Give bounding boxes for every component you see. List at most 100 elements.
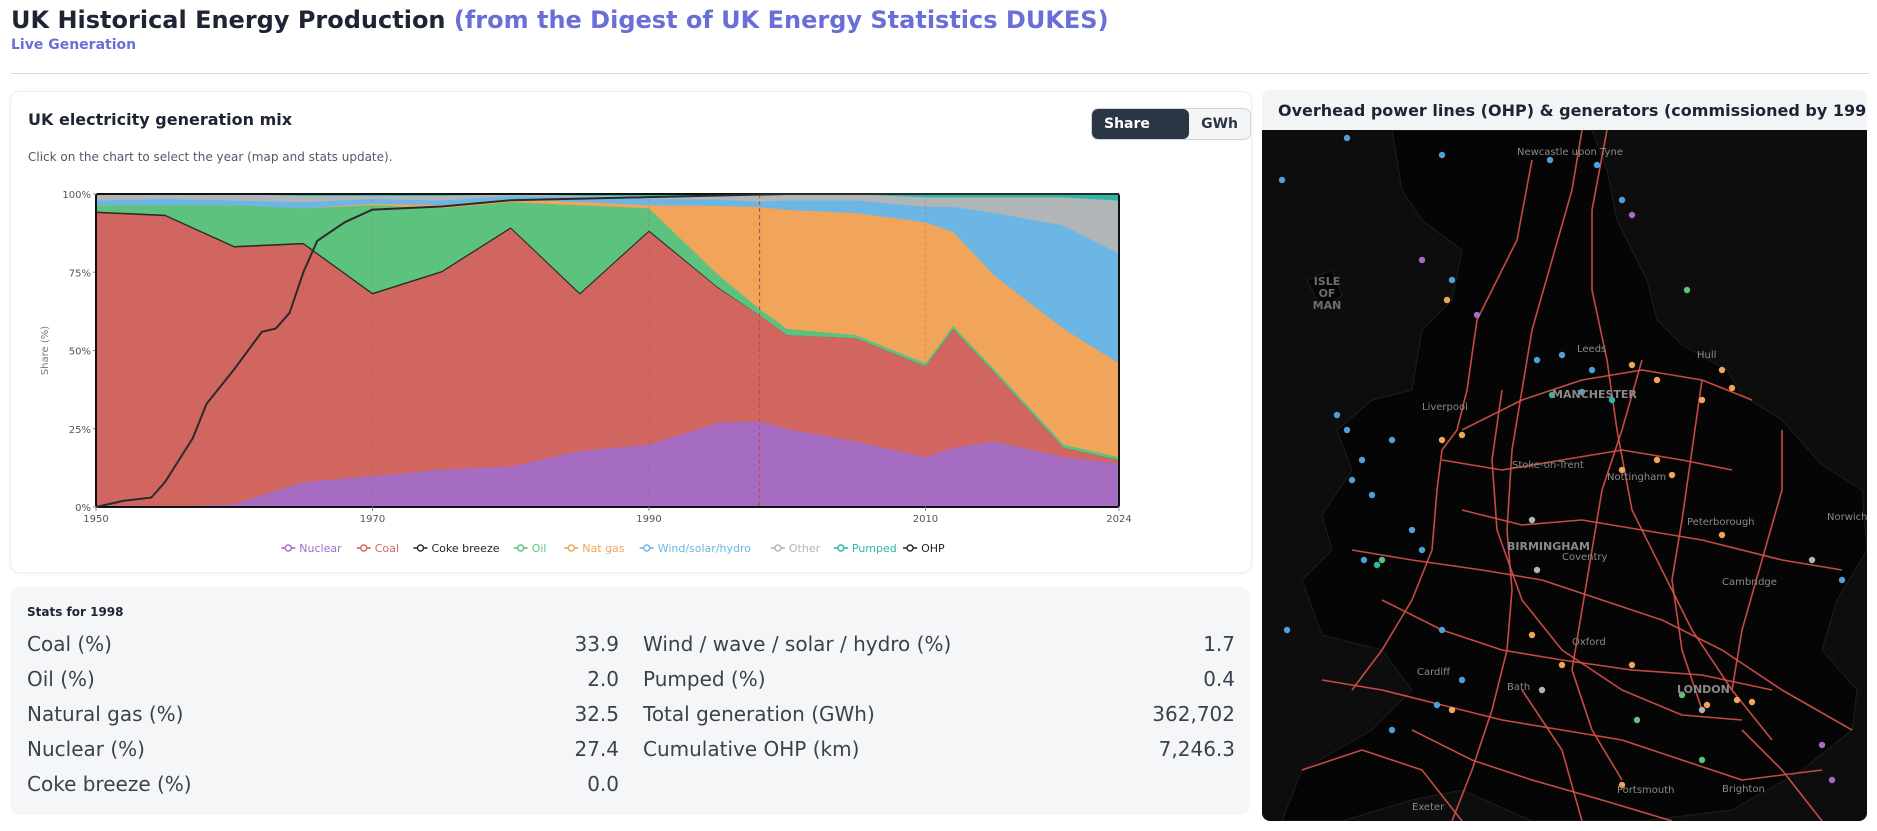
generator-marker[interactable] [1368,491,1376,499]
power-line [1521,689,1583,821]
generator-marker[interactable] [1808,556,1816,564]
generator-marker[interactable] [1678,691,1686,699]
stats-title: Stats for 1998 [27,605,124,619]
x-tick-label: 1950 [83,514,108,525]
legend-item[interactable]: Nuclear [281,542,342,555]
map-title: Overhead power lines (OHP) & generators … [1278,101,1867,120]
generator-marker[interactable] [1360,556,1368,564]
generator-marker[interactable] [1628,361,1636,369]
generator-marker[interactable] [1443,296,1451,304]
generator-marker[interactable] [1448,706,1456,714]
legend-item[interactable]: Coal [356,542,399,555]
map-label: Peterborough [1687,517,1755,528]
legend-item[interactable]: Other [770,542,821,555]
generator-marker[interactable] [1838,576,1846,584]
generator-marker[interactable] [1418,546,1426,554]
generator-marker[interactable] [1458,676,1466,684]
legend-item[interactable]: Oil [513,542,547,555]
generator-marker[interactable] [1343,426,1351,434]
generator-marker[interactable] [1748,698,1756,706]
generator-marker[interactable] [1358,456,1366,464]
stat-label: Pumped (%) [643,667,766,691]
generator-marker[interactable] [1588,366,1596,374]
generator-marker[interactable] [1728,384,1736,392]
generator-marker[interactable] [1593,161,1601,169]
power-line [1461,509,1843,571]
legend-item[interactable]: Nat gas [564,542,625,555]
generator-marker[interactable] [1348,476,1356,484]
generator-marker[interactable] [1473,311,1481,319]
plot-frame [95,193,1120,508]
generator-marker[interactable] [1448,276,1456,284]
generator-marker[interactable] [1438,436,1446,444]
generator-marker[interactable] [1343,134,1351,142]
page-title: UK Historical Energy Production (from th… [11,6,1109,34]
generator-marker[interactable] [1628,211,1636,219]
generator-marker[interactable] [1618,196,1626,204]
generator-marker[interactable] [1698,756,1706,764]
legend-item[interactable]: Pumped [833,542,897,555]
generator-marker[interactable] [1818,741,1826,749]
generator-marker[interactable] [1438,151,1446,159]
live-generation-link[interactable]: Live Generation [11,37,137,53]
generator-marker[interactable] [1618,466,1626,474]
generator-marker[interactable] [1653,376,1661,384]
generator-marker[interactable] [1628,661,1636,669]
stat-row: Oil (%) 2.0 [27,667,619,699]
generator-marker[interactable] [1698,706,1706,714]
power-line [1731,430,1783,691]
legend-label: Coke breeze [432,542,500,555]
generation-mix-chart[interactable]: 0% 25% 50% 75% 100% Share (%) 1950 1970 1990 2010… [11,168,1251,568]
generator-marker[interactable] [1533,356,1541,364]
generator-marker[interactable] [1668,471,1676,479]
generator-marker[interactable] [1618,781,1626,789]
generator-marker[interactable] [1418,256,1426,264]
generator-marker[interactable] [1733,696,1741,704]
generator-marker[interactable] [1546,156,1554,164]
map-label: Stoke-on-Trent [1512,460,1584,471]
legend-item[interactable]: Wind/solar/hydro [639,542,752,555]
legend-item[interactable]: Coke breeze [413,542,500,555]
generator-marker[interactable] [1528,516,1536,524]
generator-marker[interactable] [1283,626,1291,634]
generator-marker[interactable] [1548,391,1556,399]
generator-marker[interactable] [1558,661,1566,669]
generator-marker[interactable] [1388,436,1396,444]
generator-marker[interactable] [1388,726,1396,734]
generator-marker[interactable] [1718,366,1726,374]
generator-marker[interactable] [1433,701,1441,709]
map-label: MANCHESTER [1552,388,1637,401]
generator-marker[interactable] [1558,351,1566,359]
generator-marker[interactable] [1703,701,1711,709]
map-panel: Overhead power lines (OHP) & generators … [1262,90,1867,821]
generator-marker[interactable] [1538,686,1546,694]
generator-marker[interactable] [1378,556,1386,564]
chart-hint: Click on the chart to select the year (m… [28,150,393,164]
generator-marker[interactable] [1458,431,1466,439]
generator-marker[interactable] [1373,561,1381,569]
map-label: Hull [1697,350,1716,361]
generator-marker[interactable] [1608,396,1616,404]
generator-marker[interactable] [1698,396,1706,404]
gwh-toggle-button[interactable]: GWh [1201,116,1238,132]
generator-marker[interactable] [1333,411,1341,419]
generator-marker[interactable] [1633,716,1641,724]
generator-marker[interactable] [1408,526,1416,534]
share-toggle-button[interactable]: Share (%) [1092,109,1190,139]
stat-label: Oil (%) [27,667,95,691]
generator-marker[interactable] [1683,286,1691,294]
generator-marker[interactable] [1533,566,1541,574]
generator-marker[interactable] [1828,776,1836,784]
map-label: ISLE [1314,275,1341,288]
generator-marker[interactable] [1528,631,1536,639]
generator-marker[interactable] [1278,176,1286,184]
generator-marker[interactable] [1718,531,1726,539]
power-line [1451,130,1583,821]
legend-label: Other [789,542,821,555]
generator-marker[interactable] [1653,456,1661,464]
generator-marker[interactable] [1438,626,1446,634]
legend-item[interactable]: OHP [903,542,945,555]
generator-marker[interactable] [1578,388,1586,396]
power-line [1491,389,1743,721]
